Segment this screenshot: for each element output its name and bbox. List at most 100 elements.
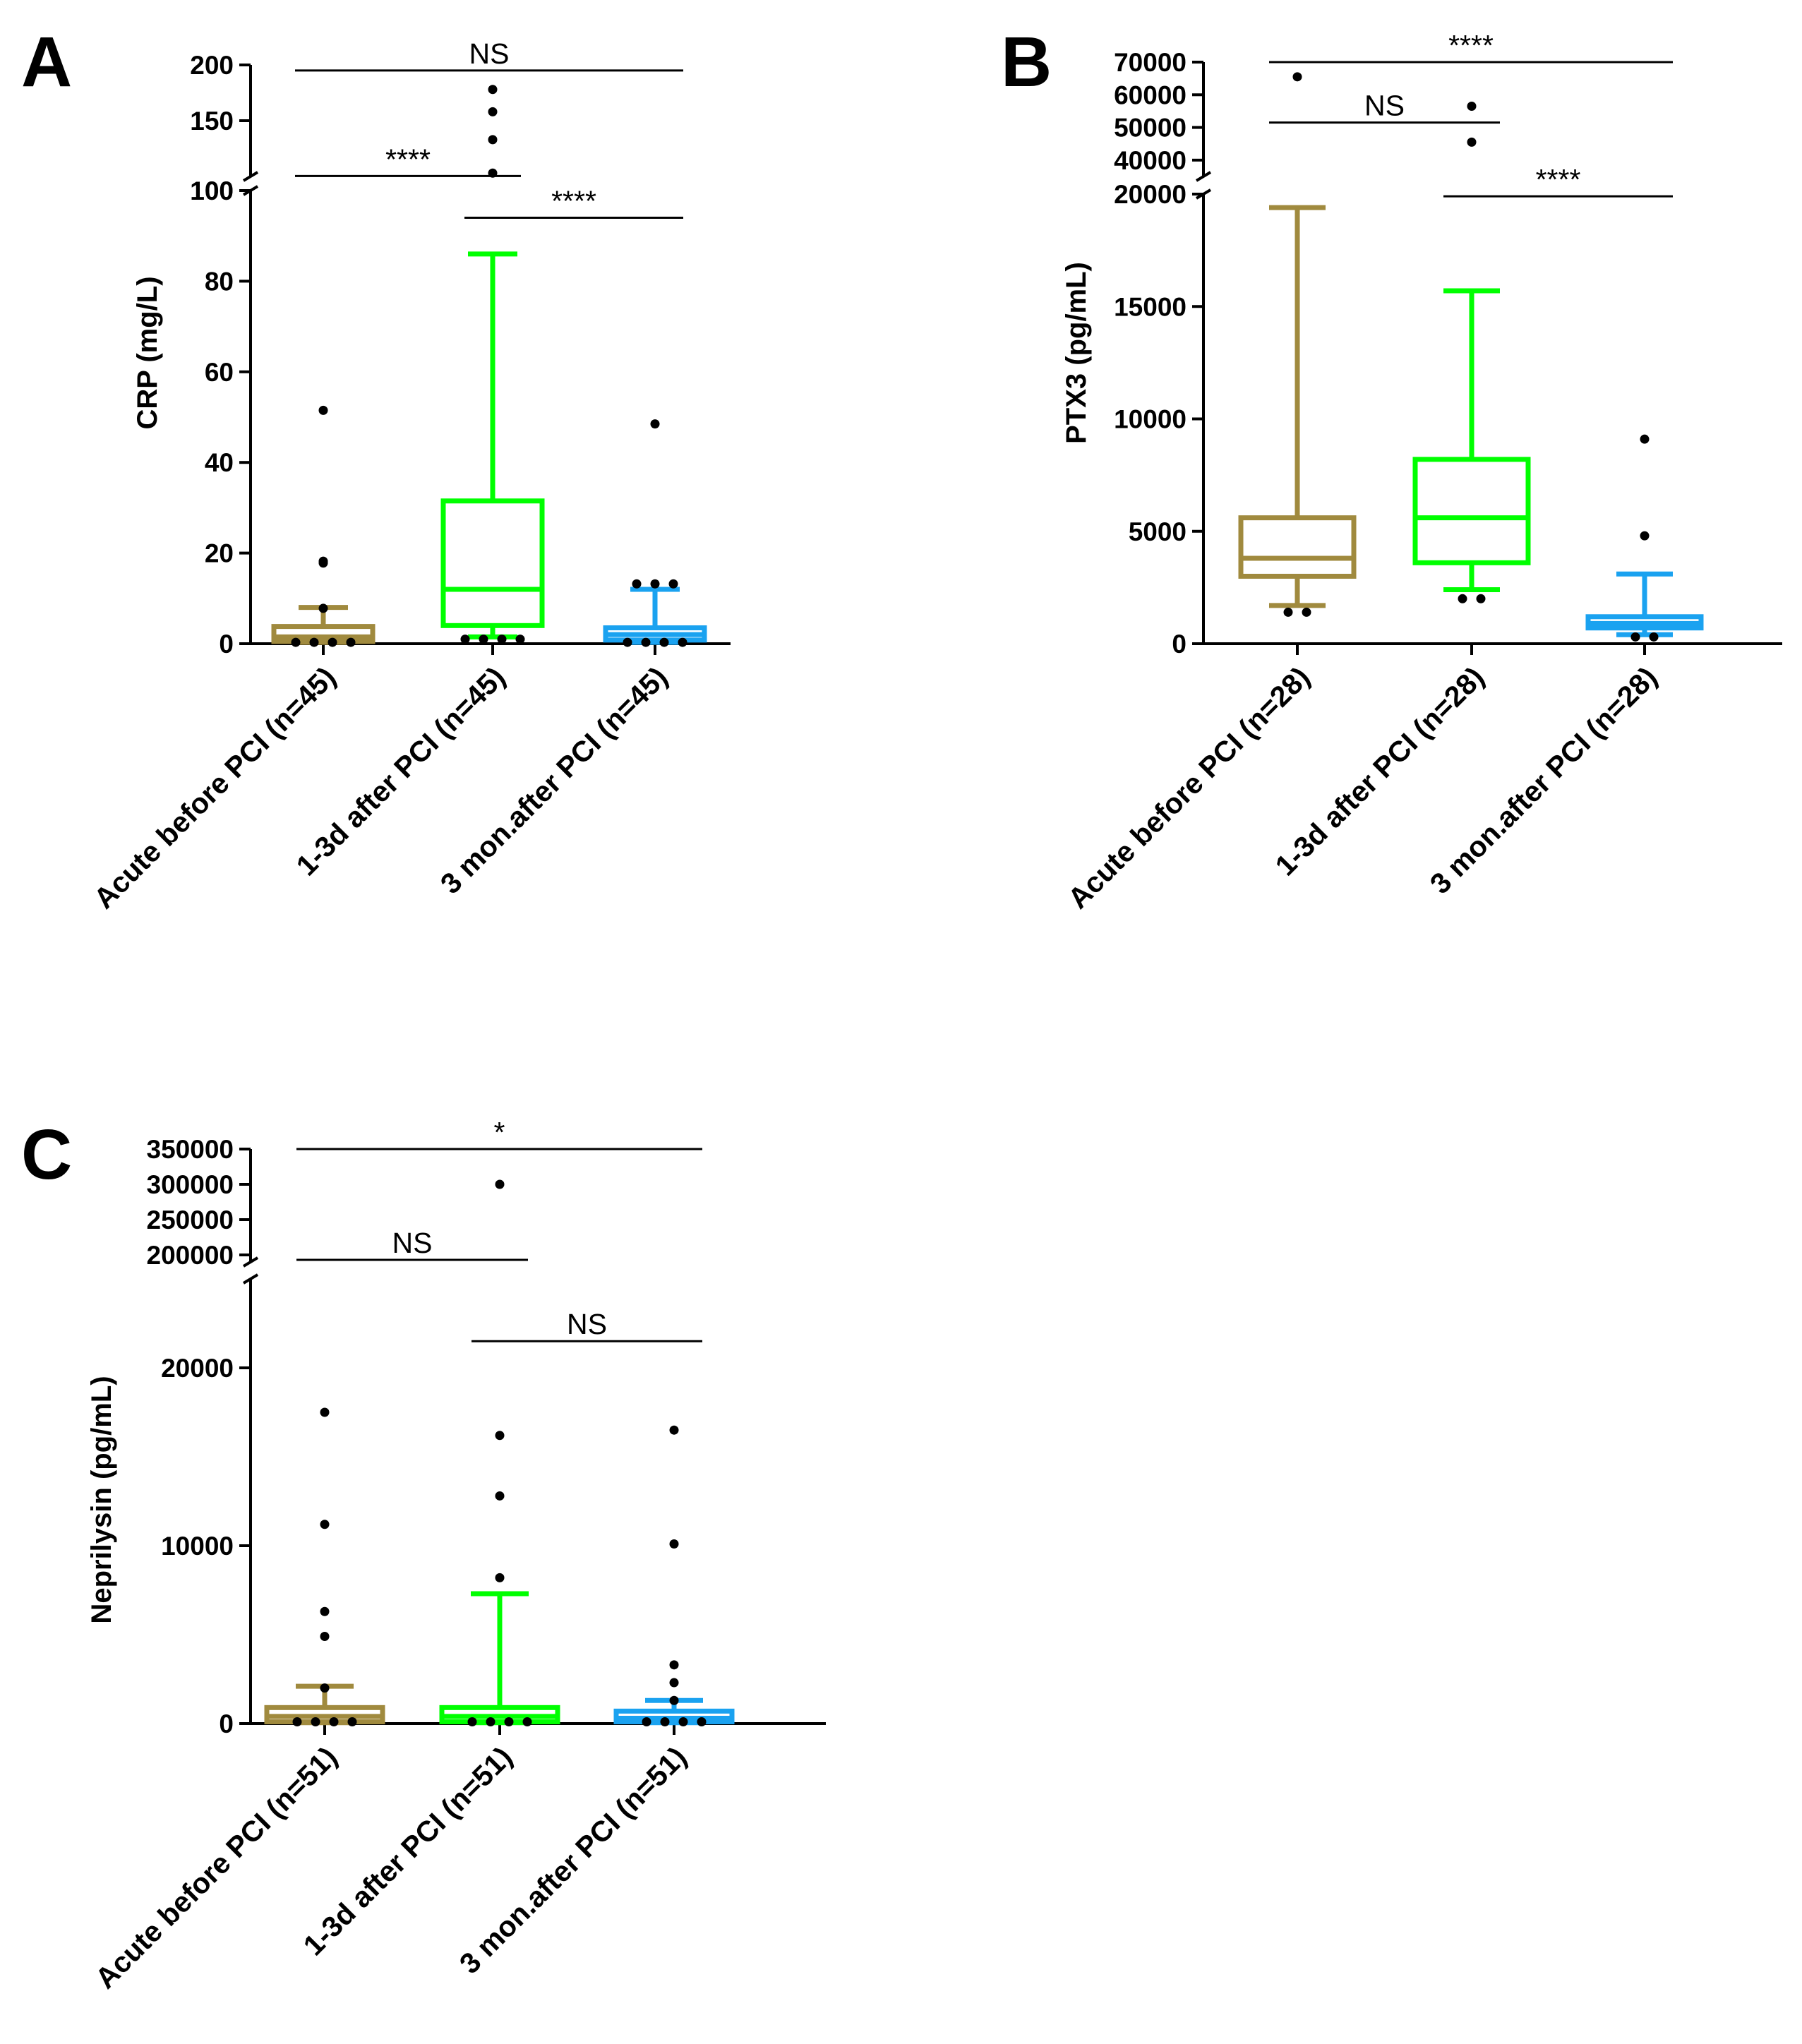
box-acute <box>271 405 376 647</box>
outlier-point <box>292 1717 302 1726</box>
box-acute <box>1238 72 1357 617</box>
box-late <box>613 1425 735 1726</box>
y-tick-label: 20000 <box>161 1354 234 1383</box>
outlier-point <box>347 1717 357 1726</box>
outlier-point <box>467 1717 477 1726</box>
outlier-point <box>669 1425 679 1435</box>
y-axis-label: Neprilysin (pg/mL) <box>86 1376 117 1623</box>
panel-letter-c: C <box>21 1115 72 1194</box>
outlier-point <box>659 637 669 647</box>
outlier-point <box>678 637 687 647</box>
outlier-point <box>488 85 498 95</box>
significance-label: NS <box>392 1227 433 1259</box>
iqr-box <box>1412 457 1531 565</box>
panel-b: B PTX3 (pg/mL) 0 5000 10000 15000 20000 40000… <box>1001 23 1782 915</box>
outlier-point <box>669 1539 679 1549</box>
y-axis-label: CRP (mg/L) <box>132 276 163 429</box>
outlier-point <box>1467 101 1477 111</box>
outlier-point <box>497 635 507 644</box>
outlier-point <box>1649 632 1659 642</box>
box-late <box>1585 434 1704 642</box>
outlier-point <box>318 603 328 613</box>
box-early <box>439 1179 560 1726</box>
outlier-point <box>479 635 488 644</box>
y-tick-label: 10000 <box>161 1532 234 1561</box>
outlier-point <box>1640 434 1650 444</box>
y-tick-label: 50000 <box>1114 114 1187 143</box>
outlier-point <box>320 1632 330 1642</box>
y-axis-label: PTX3 (pg/mL) <box>1061 262 1092 444</box>
y-tick-label: 70000 <box>1114 48 1187 77</box>
outlier-point <box>660 1717 670 1726</box>
outlier-point <box>641 637 651 647</box>
y-tick-label: 100 <box>190 176 234 205</box>
y-tick-label: 0 <box>219 630 234 659</box>
category-label: Acute before PCI (n=45) <box>88 661 342 915</box>
outlier-point <box>488 107 498 116</box>
outlier-point <box>669 1678 679 1688</box>
significance-label: **** <box>551 185 596 217</box>
significance-label: **** <box>385 143 431 175</box>
y-tick-label: 15000 <box>1114 292 1187 321</box>
outlier-point <box>1458 594 1467 603</box>
outlier-point <box>318 558 328 568</box>
outlier-point <box>668 579 678 589</box>
y-tick-label: 40000 <box>1114 146 1187 175</box>
outlier-point <box>486 1717 495 1726</box>
outlier-point <box>320 1520 330 1529</box>
outlier-point <box>650 419 660 429</box>
y-tick-label: 20000 <box>1114 180 1187 209</box>
axis-break-mark <box>242 171 259 182</box>
significance-label: NS <box>1364 90 1405 122</box>
y-tick-label: 40 <box>205 448 234 477</box>
y-tick-label: 200 <box>190 51 234 80</box>
significance-label: * <box>494 1116 505 1148</box>
outlier-point <box>650 579 660 589</box>
axis-break-mark <box>1195 171 1212 182</box>
panel-c: C Neprilysin (pg/mL) 0 10000 20000 200000 25… <box>21 1115 826 1995</box>
outlier-point <box>1467 137 1477 147</box>
outlier-point <box>488 135 498 145</box>
outlier-point <box>623 637 632 647</box>
y-tick-label: 150 <box>190 107 234 136</box>
axis-break-mark <box>242 1273 259 1285</box>
outlier-point <box>642 1717 651 1726</box>
y-tick-label: 20 <box>205 539 234 568</box>
outlier-point <box>515 635 525 644</box>
y-tick-label: 60 <box>205 358 234 387</box>
outlier-point <box>678 1717 688 1726</box>
outlier-point <box>495 1431 505 1441</box>
outlier-point <box>1630 632 1640 642</box>
outlier-point <box>328 637 337 647</box>
outlier-point <box>495 1491 505 1501</box>
outlier-point <box>1640 531 1650 541</box>
outlier-point <box>320 1683 330 1693</box>
significance-label: NS <box>469 37 510 70</box>
outlier-point <box>495 1573 505 1582</box>
category-label: Acute before PCI (n=51) <box>89 1741 343 1995</box>
y-tick-label: 350000 <box>147 1135 234 1164</box>
outlier-point <box>669 1695 679 1705</box>
significance-label: NS <box>567 1308 607 1340</box>
y-tick-label: 80 <box>205 267 234 296</box>
iqr-box <box>440 498 545 628</box>
outlier-point <box>495 1179 505 1189</box>
outlier-point <box>504 1717 514 1726</box>
outlier-point <box>1283 607 1293 617</box>
y-tick-label: 300000 <box>147 1170 234 1199</box>
box-late <box>603 419 707 647</box>
y-tick-label: 0 <box>1172 630 1187 659</box>
outlier-point <box>320 1606 330 1616</box>
category-label: Acute before PCI (n=28) <box>1062 661 1316 915</box>
outlier-point <box>311 1717 320 1726</box>
box-early <box>440 85 545 644</box>
significance-label: **** <box>1448 29 1494 61</box>
outlier-point <box>329 1717 339 1726</box>
outlier-point <box>632 579 642 589</box>
significance-label: **** <box>1536 163 1581 196</box>
y-tick-label: 0 <box>219 1709 234 1738</box>
panel-letter-a: A <box>21 23 72 102</box>
outlier-point <box>1292 72 1302 82</box>
iqr-box <box>1238 515 1357 579</box>
